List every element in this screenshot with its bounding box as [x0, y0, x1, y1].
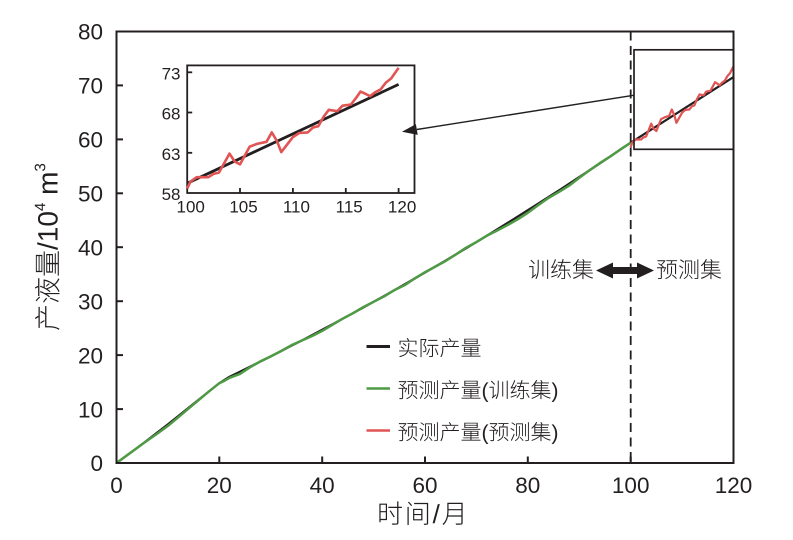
svg-text:68: 68 — [162, 105, 181, 124]
svg-text:70: 70 — [78, 74, 103, 99]
svg-text:63: 63 — [162, 145, 181, 164]
svg-text:60: 60 — [78, 128, 103, 153]
svg-text:20: 20 — [207, 473, 232, 498]
svg-text:50: 50 — [78, 182, 103, 207]
svg-text:0: 0 — [90, 451, 103, 476]
svg-text:105: 105 — [229, 198, 257, 217]
svg-text:110: 110 — [283, 198, 310, 217]
svg-text:20: 20 — [78, 343, 103, 368]
svg-text:73: 73 — [162, 64, 181, 83]
svg-text:40: 40 — [78, 235, 103, 260]
svg-text:30: 30 — [78, 289, 103, 314]
svg-text:0: 0 — [110, 473, 123, 498]
svg-text:120: 120 — [715, 473, 753, 498]
svg-text:60: 60 — [412, 473, 437, 498]
svg-text:40: 40 — [310, 473, 335, 498]
svg-text:115: 115 — [336, 198, 363, 217]
svg-text:58: 58 — [162, 185, 181, 204]
svg-text:80: 80 — [78, 20, 103, 45]
svg-text:10: 10 — [78, 397, 103, 422]
svg-text:100: 100 — [177, 198, 205, 217]
svg-text:120: 120 — [388, 198, 416, 217]
svg-text:100: 100 — [612, 473, 650, 498]
svg-text:80: 80 — [515, 473, 540, 498]
